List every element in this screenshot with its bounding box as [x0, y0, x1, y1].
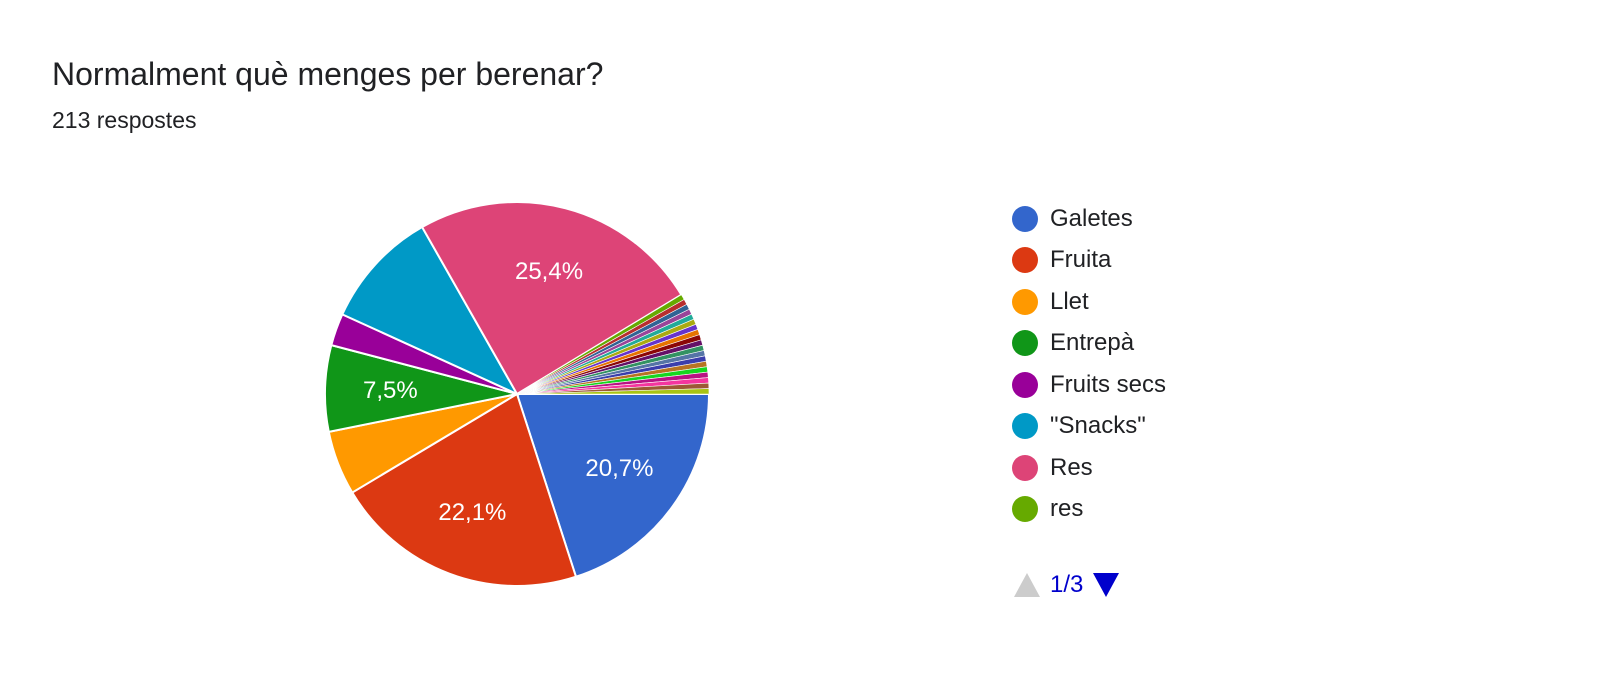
legend-color-swatch	[1012, 496, 1038, 523]
chart-legend: Galetes Fruita Llet Entrepà Fruits secs "Snac…	[1012, 198, 1412, 530]
legend-label: Llet	[1050, 287, 1089, 315]
legend-label: Entrepà	[1050, 329, 1135, 357]
legend-item: res	[1012, 489, 1412, 531]
triangle-down-icon	[1093, 573, 1120, 597]
slice-data-label: 20,7%	[585, 455, 653, 482]
legend-color-swatch	[1012, 205, 1038, 232]
legend-prev-button[interactable]	[1012, 570, 1042, 600]
legend-color-swatch	[1012, 288, 1038, 315]
pie-slice	[340, 225, 520, 397]
legend-color-swatch	[1012, 454, 1038, 481]
slice-data-label: 22,1%	[438, 499, 506, 526]
legend-item: Fruita	[1012, 240, 1412, 282]
legend-item: Galetes	[1012, 198, 1412, 240]
pie-slice	[420, 201, 683, 396]
response-count: 213 respostes	[52, 107, 197, 133]
legend-item: Res	[1012, 447, 1412, 489]
pie-chart: 20,7% 22,1% 7,5% 25,4%	[324, 201, 711, 587]
legend-color-swatch	[1012, 247, 1038, 274]
legend-label: Fruita	[1050, 246, 1112, 274]
legend-item: "Snacks"	[1012, 406, 1412, 448]
legend-item: Llet	[1012, 281, 1412, 323]
legend-label: Galetes	[1050, 204, 1133, 232]
legend-item: Entrepà	[1012, 323, 1412, 365]
legend-color-swatch	[1012, 413, 1038, 440]
pie-slice	[515, 393, 711, 578]
pie-slice	[350, 392, 578, 587]
legend-item: Fruits secs	[1012, 364, 1412, 406]
legend-label: Fruits secs	[1050, 370, 1167, 398]
legend-next-button[interactable]	[1091, 570, 1121, 600]
triangle-up-icon	[1014, 573, 1040, 597]
legend-color-swatch	[1012, 371, 1038, 398]
legend-label: res	[1050, 495, 1084, 523]
legend-label: "Snacks"	[1050, 412, 1146, 440]
legend-color-swatch	[1012, 330, 1038, 357]
question-title: Normalment què menges per berenar?	[52, 56, 604, 92]
slice-data-label: 25,4%	[515, 258, 583, 285]
pie-slice	[516, 388, 710, 395]
legend-pager: 1/3	[1012, 570, 1121, 600]
slice-data-label: 7,5%	[363, 377, 418, 404]
legend-page-indicator: 1/3	[1050, 571, 1084, 598]
legend-label: Res	[1050, 453, 1093, 481]
